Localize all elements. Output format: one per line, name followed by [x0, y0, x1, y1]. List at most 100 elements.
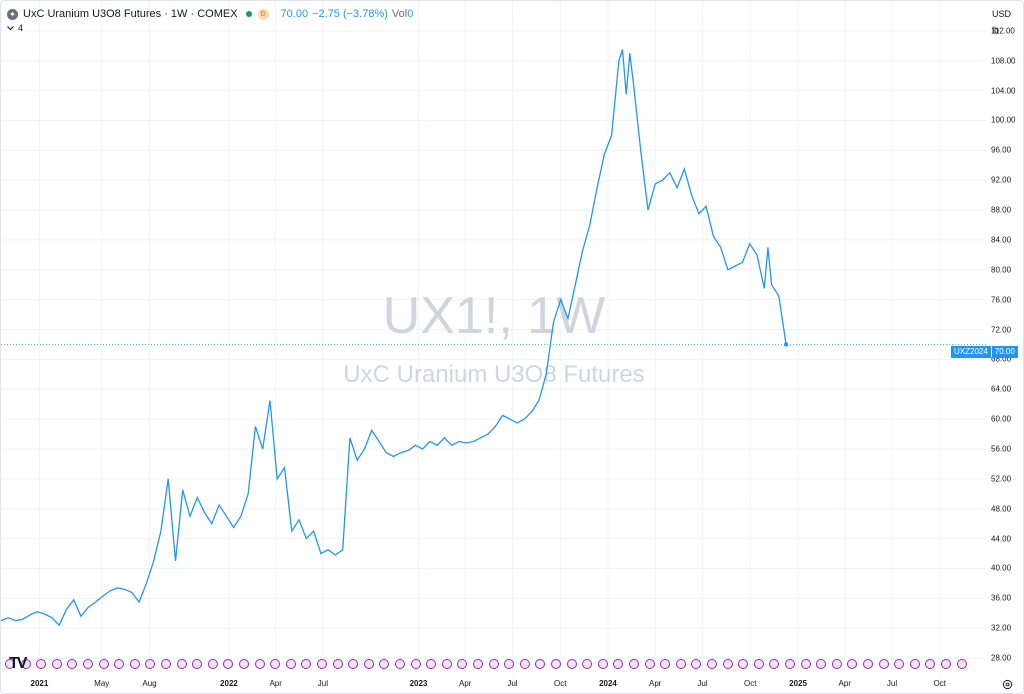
dividends-event-icon[interactable]	[863, 659, 873, 669]
dividends-event-icon[interactable]	[348, 659, 359, 669]
dividends-event-icon[interactable]	[488, 659, 499, 669]
dividends-event-icon[interactable]	[207, 659, 218, 669]
vol-value: 0	[407, 8, 414, 20]
gear-icon[interactable]	[1002, 679, 1013, 690]
dividends-event-icon[interactable]	[395, 659, 405, 669]
dividends-event-icon[interactable]	[691, 659, 702, 669]
x-tick-label: Apr	[838, 679, 851, 688]
dividends-event-icon[interactable]	[909, 659, 920, 669]
dividends-event-icon[interactable]	[145, 659, 156, 669]
chevron-down-icon	[7, 25, 14, 30]
series-line	[1, 49, 787, 627]
dividends-event-icon[interactable]	[379, 659, 390, 669]
price-label-ticker: UXZ2024	[951, 346, 991, 358]
dividends-event-icon[interactable]	[629, 659, 639, 669]
dividends-event-icon[interactable]	[161, 659, 171, 669]
dividends-event-icon[interactable]	[769, 659, 780, 669]
dividends-event-icon[interactable]	[800, 659, 811, 669]
dividends-event-icon[interactable]	[894, 659, 905, 669]
y-tick-label: 84.00	[991, 235, 1012, 245]
dividends-event-icon[interactable]	[644, 659, 655, 669]
dividends-event-icon[interactable]	[223, 659, 234, 669]
dividends-event-icon[interactable]	[239, 659, 249, 669]
dividends-event-icon[interactable]	[925, 659, 936, 669]
dividends-event-icon[interactable]	[83, 659, 93, 669]
dividends-event-icon[interactable]	[535, 659, 546, 669]
dividends-event-icon[interactable]	[753, 659, 764, 669]
dividends-event-icon[interactable]	[5, 659, 15, 669]
dividends-event-icon[interactable]	[51, 659, 62, 669]
x-tick-label: 2021	[30, 679, 49, 688]
dividends-event-icon[interactable]	[114, 659, 125, 669]
dividends-event-icon[interactable]	[675, 659, 686, 669]
dividends-event-icon[interactable]	[192, 659, 203, 669]
tradingview-logo-icon[interactable]: TV	[9, 655, 28, 672]
y-tick-label: 60.00	[991, 414, 1012, 424]
dividends-event-icon[interactable]	[738, 659, 749, 669]
dividends-event-icon[interactable]	[426, 659, 437, 669]
last-point-marker	[783, 342, 789, 347]
dividends-event-icon[interactable]	[301, 659, 312, 669]
price-label-value: 70.00	[991, 346, 1018, 358]
dividends-event-icon[interactable]	[878, 659, 889, 669]
dividends-event-icon[interactable]	[707, 659, 717, 669]
vol-label: Vol	[391, 8, 408, 20]
dividends-event-icon[interactable]	[785, 659, 795, 669]
indicator-toggle[interactable]: 4	[7, 23, 23, 33]
dividends-event-icon[interactable]	[597, 659, 608, 669]
dividends-event-icon[interactable]	[176, 659, 187, 669]
indicators-count: 4	[18, 23, 24, 33]
dividends-event-icon[interactable]	[457, 659, 468, 669]
dividends-event-icon[interactable]	[722, 659, 733, 669]
x-tick-label: 2024	[599, 679, 617, 688]
y-tick-label: 80.00	[991, 265, 1012, 275]
dividends-event-icon[interactable]	[941, 659, 951, 669]
dividends-event-icon[interactable]	[519, 659, 530, 669]
dividends-event-icon[interactable]	[847, 659, 858, 669]
dividends-event-icon[interactable]	[254, 659, 265, 669]
dividends-event-icon[interactable]	[129, 659, 140, 669]
x-tick-label: Apr	[269, 679, 282, 688]
last-value: 70.00	[280, 8, 309, 20]
unit-label[interactable]: lb	[992, 25, 1000, 35]
y-tick-label: 40.00	[991, 563, 1012, 573]
dividends-event-icon[interactable]	[504, 659, 515, 669]
y-tick-label: 48.00	[991, 504, 1012, 514]
currency-label[interactable]: USD	[992, 9, 1012, 19]
y-tick-label: 52.00	[991, 474, 1012, 484]
dividends-event-icon[interactable]	[410, 659, 421, 669]
y-tick-label: 108.00	[991, 56, 1016, 66]
y-tick-label: 36.00	[991, 593, 1012, 603]
dividends-event-icon[interactable]	[36, 659, 47, 669]
dividends-event-icon[interactable]	[270, 659, 281, 669]
y-tick-label: 88.00	[991, 205, 1012, 215]
x-tick-label: Oct	[553, 679, 567, 688]
y-tick-label: 112.00	[991, 26, 1015, 36]
dividends-event-icon[interactable]	[660, 659, 671, 669]
dividends-event-icon[interactable]	[363, 659, 374, 669]
series-layer	[1, 49, 789, 627]
dividends-event-icon[interactable]	[317, 659, 327, 669]
dividends-event-icon[interactable]	[956, 659, 967, 669]
dividends-event-icon[interactable]	[473, 659, 483, 669]
y-tick-label: 64.00	[991, 384, 1012, 394]
price-label: UXZ2024 70.00	[951, 346, 1018, 358]
dividends-event-icon[interactable]	[566, 659, 577, 669]
dividends-event-icon[interactable]	[551, 659, 561, 669]
y-tick-label: 28.00	[991, 653, 1012, 663]
dividends-event-icon[interactable]	[582, 659, 593, 669]
dividends-event-icon[interactable]	[98, 659, 109, 669]
dividends-event-icon[interactable]	[332, 659, 343, 669]
dividends-event-icon[interactable]	[67, 659, 78, 669]
dividends-event-icon[interactable]	[613, 659, 624, 669]
x-tick-label: Oct	[744, 679, 757, 688]
x-tick-label: 2022	[220, 679, 238, 688]
dividends-event-icon[interactable]	[441, 659, 452, 669]
dividends-event-icon[interactable]	[285, 659, 296, 669]
dividends-event-icon[interactable]	[831, 659, 842, 669]
symbol-title[interactable]: UxC Uranium U3O8 Futures · 1W · COMEX	[23, 8, 238, 20]
dividends-event-icon[interactable]	[20, 659, 31, 669]
dividends-event-icon[interactable]	[816, 659, 827, 669]
